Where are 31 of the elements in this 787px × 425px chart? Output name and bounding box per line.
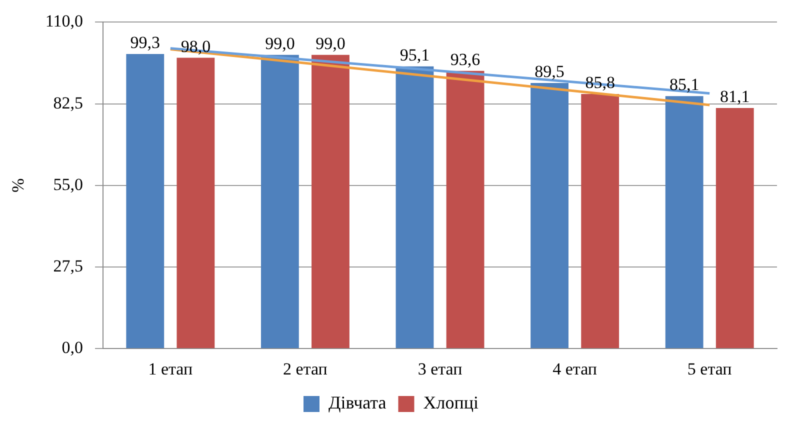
data-label: 99,0	[265, 34, 295, 53]
bar	[396, 66, 434, 348]
bar	[581, 94, 620, 348]
bar	[260, 54, 299, 348]
legend-label: Хлопці	[423, 392, 478, 413]
y-axis-title: %	[8, 178, 28, 192]
data-label: 81,1	[720, 86, 750, 106]
y-tick-label: 55,0	[53, 174, 84, 194]
data-label: 89,5	[534, 62, 564, 81]
data-label: 93,6	[450, 50, 480, 69]
x-tick-label: 1 етап	[148, 359, 193, 378]
y-tick-label: 110,0	[45, 12, 84, 31]
y-tick-label: 0,0	[62, 338, 84, 358]
bar	[126, 54, 164, 348]
x-tick-label: 3 етап	[418, 359, 462, 378]
data-label: 85,1	[669, 75, 700, 94]
legend-label: Дівчата	[328, 392, 386, 413]
x-tick-label: 5 етап	[687, 359, 732, 378]
bar	[176, 58, 215, 348]
bar	[530, 83, 568, 348]
x-tick-label: 2 етап	[283, 359, 328, 378]
y-tick-label: 82,5	[53, 93, 84, 112]
bar	[716, 108, 754, 348]
data-label: 95,1	[400, 45, 430, 64]
data-label: 99,0	[316, 34, 346, 53]
x-tick-label: 4 етап	[552, 359, 597, 378]
bar	[665, 96, 704, 348]
bar	[446, 70, 484, 348]
y-tick-label: 27,5	[53, 256, 84, 276]
bar	[312, 54, 350, 348]
data-label: 99,3	[130, 32, 160, 52]
